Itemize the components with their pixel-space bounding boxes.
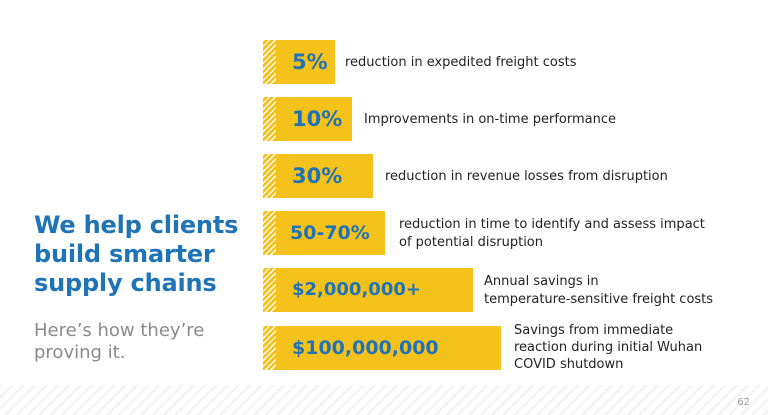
stat-value: 50-70% bbox=[290, 222, 370, 244]
stat-bar-1: 5% bbox=[263, 40, 335, 84]
hatch-pattern bbox=[263, 268, 276, 312]
hatch-pattern bbox=[263, 154, 276, 198]
stat-description: Improvements in on-time performance bbox=[364, 112, 616, 127]
hatch-pattern bbox=[263, 97, 276, 141]
stat-value: $100,000,000 bbox=[292, 337, 439, 359]
stat-bar-3: 30% bbox=[263, 154, 373, 198]
stat-description-line-2: of potential disruption bbox=[399, 235, 543, 250]
stat-description: reduction in expedited freight costs bbox=[345, 55, 577, 70]
stat-description-line-1: reduction in time to identify and assess… bbox=[399, 217, 705, 232]
stat-description-line-2: reaction during initial Wuhan bbox=[514, 340, 703, 355]
stat-description-line-1: Savings from immediate bbox=[514, 323, 674, 338]
stat-bar-4: 50-70% bbox=[263, 211, 385, 255]
stat-bar-2: 10% bbox=[263, 97, 352, 141]
stat-value: 30% bbox=[292, 164, 343, 188]
hatch-pattern bbox=[263, 40, 276, 84]
hatch-pattern bbox=[263, 211, 276, 255]
stat-value: 5% bbox=[292, 50, 328, 74]
hatch-pattern bbox=[263, 326, 276, 370]
stat-description-line-2: temperature-sensitive freight costs bbox=[484, 292, 714, 307]
headline: We help clients build smarter supply cha… bbox=[34, 211, 239, 297]
stat-description: reduction in revenue losses from disrupt… bbox=[385, 169, 668, 184]
stat-value: 10% bbox=[292, 107, 343, 131]
footer-pattern bbox=[0, 385, 768, 415]
stat-description-line-3: COVID shutdown bbox=[514, 357, 624, 372]
stat-bar-6: $100,000,000 bbox=[263, 326, 501, 370]
stat-bar-5: $2,000,000+ bbox=[263, 268, 473, 312]
stat-value: $2,000,000+ bbox=[292, 279, 421, 300]
page-number: 62 bbox=[737, 397, 750, 408]
stat-description-line-1: Annual savings in bbox=[484, 274, 599, 289]
subhead: Here’s how they’re proving it. bbox=[34, 320, 205, 363]
